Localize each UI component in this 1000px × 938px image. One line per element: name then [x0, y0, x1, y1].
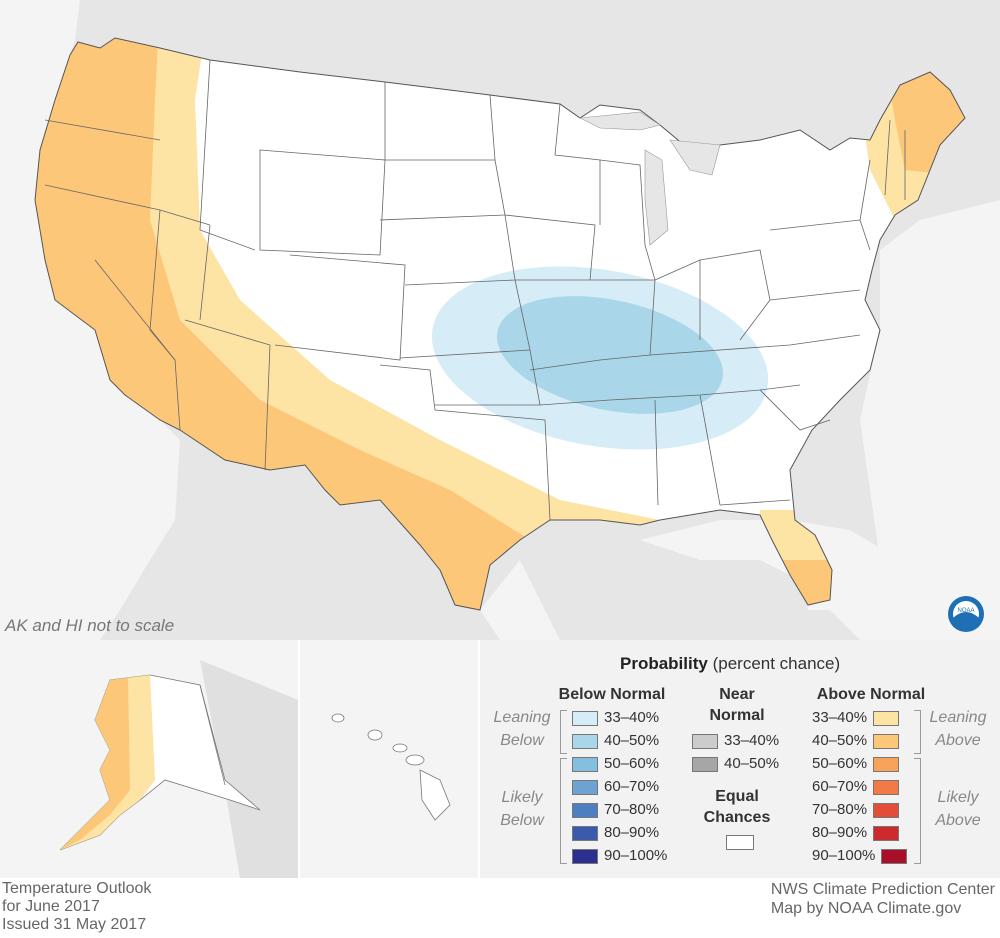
above-normal-row: 80–90% — [812, 823, 900, 843]
above-normal-swatch — [873, 710, 900, 726]
below-normal-swatch — [572, 733, 598, 749]
below-normal-row: 50–60% — [572, 754, 659, 774]
above-normal-swatch — [881, 848, 908, 864]
credit-map: Map by NOAA Climate.gov — [770, 900, 962, 917]
alaska-inset-map — [0, 640, 298, 878]
below-normal-label: 50–60% — [604, 755, 660, 772]
caption-issued: Issued 31 May 2017 — [2, 916, 147, 933]
below-normal-row: 70–80% — [572, 800, 659, 820]
hawaii-inset-map — [300, 640, 478, 878]
above-normal-row: 90–100% — [812, 846, 908, 866]
near-normal-label: 40–50% — [724, 755, 780, 772]
leaning-above-bracket — [914, 710, 921, 754]
below-normal-swatch — [572, 779, 598, 795]
above-normal-label: 70–80% — [812, 801, 868, 818]
near-normal-label: 33–40% — [724, 732, 780, 749]
near-normal-swatch — [692, 756, 718, 772]
scale-note: AK and HI not to scale — [5, 616, 175, 635]
above-normal-label: 50–60% — [812, 755, 868, 772]
credit-source: NWS Climate Prediction Center — [770, 881, 995, 898]
below-normal-label: 70–80% — [604, 801, 660, 818]
above-normal-swatch — [873, 825, 900, 841]
below-normal-swatch — [572, 848, 598, 864]
above-normal-header: Above Normal — [816, 686, 926, 703]
equal-chances-header: Equal Chances — [703, 788, 771, 826]
near-normal-row: 40–50% — [692, 754, 779, 774]
conus-map: NOAA — [0, 0, 1000, 640]
above-normal-swatch — [873, 802, 900, 818]
below-normal-header: Below Normal — [558, 686, 666, 703]
legend: Probability (percent chance) Below Norma… — [480, 640, 1000, 878]
above-normal-swatch — [873, 779, 900, 795]
below-normal-row: 90–100% — [572, 846, 667, 866]
caption-period: for June 2017 — [2, 898, 100, 915]
above-normal-swatch — [873, 756, 900, 772]
above-normal-row: 70–80% — [812, 800, 900, 820]
leaning-above-label: Leaning Above — [929, 709, 987, 749]
near-normal-swatch — [692, 733, 718, 749]
above-normal-row: 40–50% — [812, 731, 900, 751]
outlook-caption: Temperature Outlook for June 2017 Issued… — [2, 880, 151, 934]
below-normal-row: 80–90% — [572, 823, 659, 843]
below-normal-swatch — [572, 825, 598, 841]
below-normal-label: 33–40% — [604, 709, 660, 726]
below-normal-label: 80–90% — [604, 824, 660, 841]
below-normal-swatch — [572, 710, 598, 726]
below-normal-swatch — [572, 756, 598, 772]
above-normal-label: 60–70% — [812, 778, 868, 795]
below-normal-label: 40–50% — [604, 732, 660, 749]
credits: NWS Climate Prediction Center Map by NOA… — [771, 880, 995, 918]
below-normal-row: 60–70% — [572, 777, 659, 797]
likely-below-label: Likely Below — [500, 789, 544, 829]
noaa-logo-icon: NOAA — [948, 596, 984, 632]
likely-above-label: Likely Above — [935, 789, 981, 829]
below-normal-row: 33–40% — [572, 708, 659, 728]
below-normal-label: 60–70% — [604, 778, 660, 795]
below-normal-row: 40–50% — [572, 731, 659, 751]
svg-text:NOAA: NOAA — [957, 608, 974, 614]
above-normal-row: 60–70% — [812, 777, 900, 797]
above-normal-row: 33–40% — [812, 708, 900, 728]
below-normal-label: 90–100% — [604, 847, 668, 864]
above-normal-swatch — [873, 733, 900, 749]
near-normal-row: 33–40% — [692, 731, 779, 751]
likely-above-bracket — [914, 758, 921, 864]
likely-below-bracket — [560, 758, 567, 864]
near-normal-header: Near Normal — [709, 686, 765, 724]
above-normal-label: 80–90% — [812, 824, 868, 841]
above-normal-row: 50–60% — [812, 754, 900, 774]
above-normal-label: 90–100% — [812, 847, 876, 864]
leaning-below-bracket — [560, 710, 567, 754]
equal-chances-swatch — [726, 835, 754, 850]
caption-title: Temperature Outlook — [2, 880, 152, 897]
above-normal-label: 33–40% — [812, 709, 868, 726]
above-normal-label: 40–50% — [812, 732, 868, 749]
legend-title: Probability (percent chance) — [620, 654, 841, 673]
leaning-below-label: Leaning Below — [493, 709, 551, 749]
below-normal-swatch — [572, 802, 598, 818]
